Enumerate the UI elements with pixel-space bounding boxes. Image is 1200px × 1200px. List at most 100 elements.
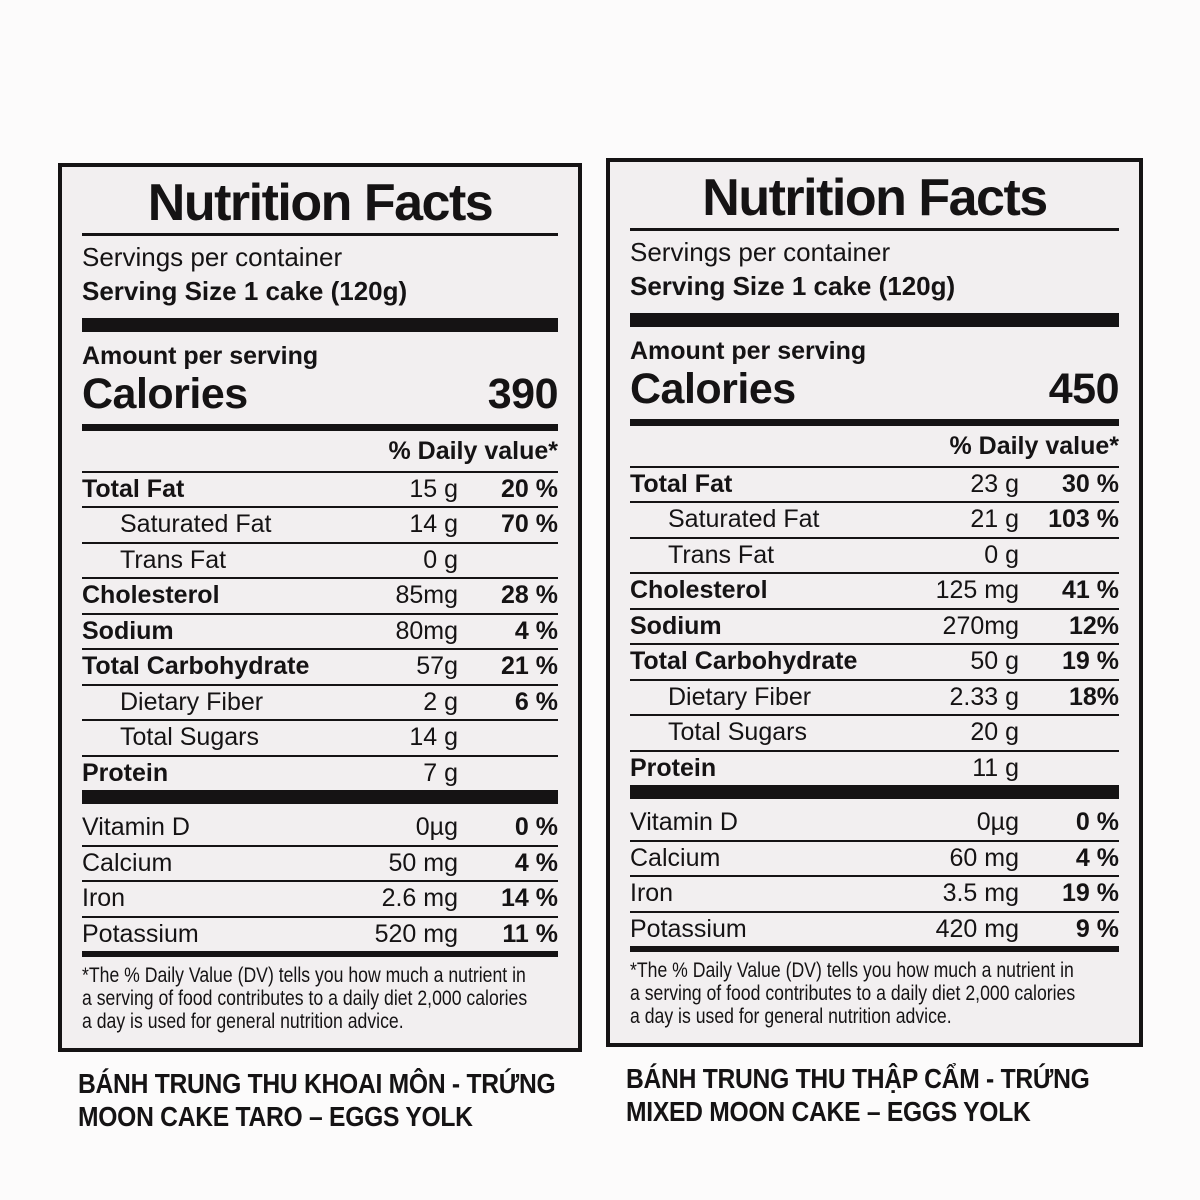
nutrient-dv: 28 %: [501, 581, 558, 610]
nutrient-row-vitamin-d: Vitamin D 0µg 0 %: [82, 804, 558, 845]
title-rule: [82, 233, 558, 237]
nutrient-row-potassium: Potassium 520 mg 11 %: [82, 915, 558, 952]
nutrient-dv: 4 %: [514, 616, 558, 645]
nutrient-name: Total Carbohydrate: [82, 652, 310, 681]
nutrient-name: Calcium: [630, 843, 721, 872]
nutrient-row-vitamin-d: Vitamin D 0µg 0 %: [630, 799, 1119, 840]
nutrient-rows: Total Fat 15 g 20 % Saturated Fat 14 g 7…: [82, 470, 558, 791]
footnote-line: a serving of food contributes to a daily…: [630, 982, 1076, 1006]
daily-value-header: % Daily value*: [949, 431, 1119, 460]
nutrient-row-calcium: Calcium 50 mg 4 %: [82, 844, 558, 881]
nutrient-name: Dietary Fiber: [668, 682, 812, 711]
nutrient-amount: 14 g: [409, 723, 458, 752]
nutrient-dv: 70 %: [501, 510, 558, 539]
nutrient-amount: 0 g: [423, 545, 458, 574]
nutrient-name: Trans Fat: [668, 540, 775, 569]
label-column-mixed: Nutrition Facts Servings per container S…: [606, 158, 1143, 1128]
nutrient-name: Total Sugars: [120, 723, 259, 752]
nutrient-dv: 19 %: [1062, 647, 1119, 676]
nutrient-name: Dietary Fiber: [120, 687, 264, 716]
calories-label: Calories: [630, 364, 796, 413]
calories-row: Calories 390: [82, 369, 559, 418]
nutrient-amount: 0µg: [976, 808, 1019, 837]
nutrient-amount: 3.5 mg: [942, 879, 1019, 908]
footnote-line: *The % Daily Value (DV) tells you how mu…: [630, 959, 1074, 983]
nutrient-name: Sodium: [82, 616, 174, 645]
section-divider-bar: [630, 312, 1119, 327]
footnote-divider-bar: [82, 951, 558, 958]
nutrient-amount: 57g: [416, 652, 458, 681]
nutrient-amount: 21 g: [970, 505, 1019, 534]
nutrient-amount: 50 mg: [388, 848, 458, 877]
nutrient-amount: 520 mg: [374, 919, 458, 948]
nutrient-dv: 103 %: [1048, 505, 1119, 534]
nutrient-row-total-carbohydrate: Total Carbohydrate 57g 21 %: [82, 648, 558, 684]
micronutrient-rows: Vitamin D 0µg 0 % Calcium 50 mg 4 % Iron…: [82, 804, 558, 951]
nutrient-dv: 19 %: [1062, 879, 1119, 908]
micronutrient-rows: Vitamin D 0µg 0 % Calcium 60 mg 4 % Iron…: [630, 799, 1119, 946]
calories-divider-bar: [630, 418, 1119, 426]
nutrition-facts-title: Nutrition Facts: [147, 174, 494, 232]
nutrient-row-saturated-fat: Saturated Fat 14 g 70 %: [82, 506, 558, 542]
nutrition-facts-title: Nutrition Facts: [702, 169, 1048, 227]
footnote-line: *The % Daily Value (DV) tells you how mu…: [82, 964, 526, 988]
nutrient-dv: 30 %: [1062, 469, 1119, 498]
nutrient-row-sodium: Sodium 270mg 12%: [630, 607, 1119, 644]
section-divider-bar: [630, 785, 1119, 800]
section-divider-bar: [82, 790, 558, 805]
calories-value: 450: [1048, 364, 1120, 413]
nutrient-dv: 9 %: [1075, 914, 1119, 943]
nutrient-row-protein: Protein 7 g: [82, 754, 558, 791]
amount-per-serving: Amount per serving: [82, 341, 319, 370]
daily-value-header: % Daily value*: [388, 436, 558, 465]
nutrient-amount: 2 g: [423, 687, 458, 716]
product-caption-mixed: BÁNH TRUNG THU THẬP CẨM - TRỨNG MIXED MO…: [626, 1062, 1143, 1128]
nutrient-row-saturated-fat: Saturated Fat 21 g 103 %: [630, 501, 1119, 537]
nutrient-row-trans-fat: Trans Fat 0 g: [630, 536, 1119, 573]
nutrient-dv: 41 %: [1062, 576, 1119, 605]
nutrient-dv: 0 %: [514, 813, 558, 842]
nutrient-amount: 2.33 g: [949, 682, 1019, 711]
nutrient-amount: 2.6 mg: [381, 884, 458, 913]
calories-value: 390: [487, 369, 559, 418]
nutrient-row-dietary-fiber: Dietary Fiber 2 g 6 %: [82, 683, 558, 720]
nutrient-amount: 270mg: [942, 611, 1019, 640]
nutrient-name: Total Fat: [82, 474, 185, 503]
nutrient-rows: Total Fat 23 g 30 % Saturated Fat 21 g 1…: [630, 465, 1119, 786]
nutrition-label-mixed: Nutrition Facts Servings per container S…: [606, 158, 1143, 1047]
section-divider-bar: [82, 317, 558, 332]
nutrient-name: Saturated Fat: [120, 510, 272, 539]
nutrient-dv: 11 %: [502, 919, 558, 948]
nutrient-amount: 23 g: [970, 469, 1019, 498]
nutrient-amount: 15 g: [409, 474, 458, 503]
nutrient-name: Sodium: [630, 611, 722, 640]
nutrient-row-iron: Iron 3.5 mg 19 %: [630, 875, 1119, 911]
nutrient-row-protein: Protein 11 g: [630, 749, 1119, 786]
nutrient-amount: 80mg: [395, 616, 458, 645]
nutrient-row-total-sugars: Total Sugars 14 g: [82, 719, 558, 755]
nutrient-row-cholesterol: Cholesterol 125 mg 41 %: [630, 572, 1119, 608]
calories-row: Calories 450: [630, 364, 1120, 413]
nutrient-dv: 0 %: [1075, 808, 1119, 837]
label-column-taro: Nutrition Facts Servings per container S…: [58, 163, 582, 1133]
nutrient-dv: 21 %: [501, 652, 558, 681]
calories-label: Calories: [82, 369, 248, 418]
nutrient-row-dietary-fiber: Dietary Fiber 2.33 g 18%: [630, 678, 1119, 715]
nutrient-dv: 6 %: [514, 687, 558, 716]
amount-per-serving: Amount per serving: [630, 336, 867, 365]
nutrient-amount: 125 mg: [935, 576, 1019, 605]
product-caption-taro: BÁNH TRUNG THU KHOAI MÔN - TRỨNG MOON CA…: [78, 1067, 582, 1133]
caption-english: MOON CAKE TARO – EGGS YOLK: [78, 1100, 473, 1132]
nutrient-name: Cholesterol: [630, 576, 768, 605]
caption-english: MIXED MOON CAKE – EGGS YOLK: [626, 1095, 1031, 1127]
footnote-line: a serving of food contributes to a daily…: [82, 987, 528, 1011]
footnote-line: a day is used for general nutrition advi…: [630, 1005, 952, 1029]
nutrient-amount: 60 mg: [949, 843, 1019, 872]
nutrient-name: Calcium: [82, 848, 173, 877]
daily-value-footnote: *The % Daily Value (DV) tells you how mu…: [630, 959, 1119, 1028]
nutrient-amount: 85mg: [395, 581, 458, 610]
nutrient-amount: 14 g: [409, 510, 458, 539]
nutrient-amount: 0 g: [984, 540, 1019, 569]
serving-size: Serving Size 1 cake (120g): [630, 271, 956, 302]
caption-vietnamese: BÁNH TRUNG THU KHOAI MÔN - TRỨNG: [78, 1067, 556, 1099]
